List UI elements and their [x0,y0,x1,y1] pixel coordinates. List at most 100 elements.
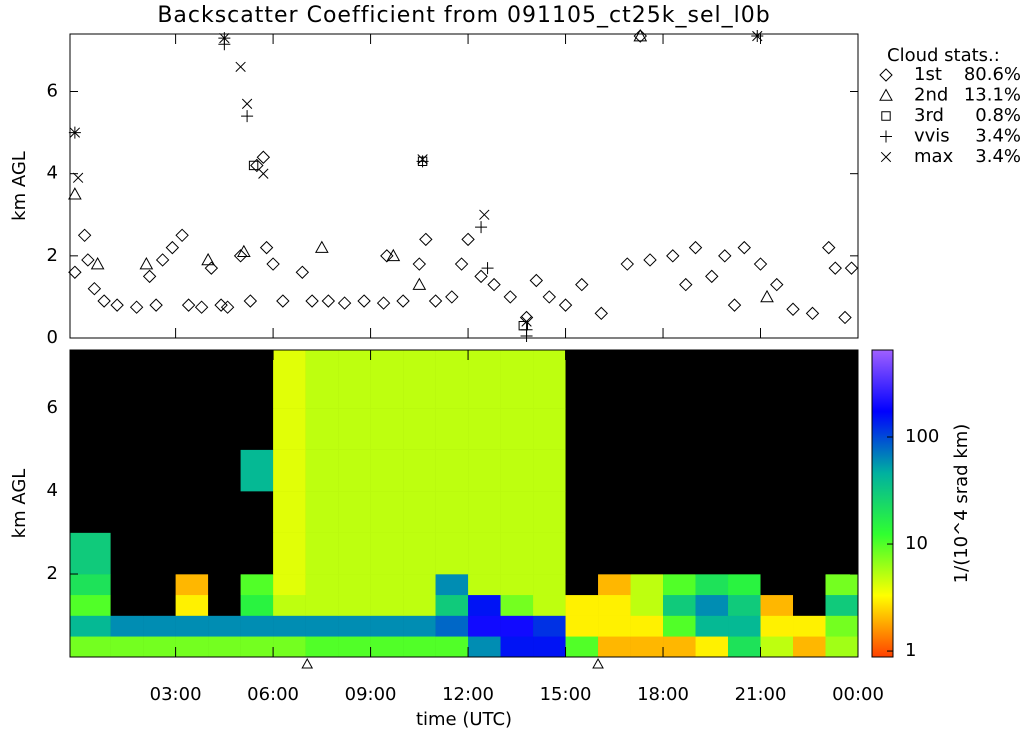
backscatter-cell [533,594,566,616]
cloud-point [620,257,634,271]
cloud-point [204,261,219,275]
backscatter-cell [760,532,794,575]
cloud-point [822,240,836,255]
backscatter-cell [598,408,631,450]
backscatter-cell [305,408,339,450]
cloud-point [737,240,751,255]
backscatter-cell [273,532,306,575]
backscatter-cell [175,594,209,616]
backscatter-cell [793,615,826,637]
backscatter-cell [370,350,404,409]
cloud-point [218,38,231,51]
backscatter-cell [825,636,859,658]
cloud-point [445,290,459,304]
backscatter-cell [760,594,794,616]
cloud-point [235,61,246,73]
backscatter-cell [793,594,826,616]
backscatter-cell [305,615,339,637]
backscatter-cell [695,408,729,450]
backscatter-cell [403,449,436,492]
backscatter-cell [305,594,339,616]
legend-marker [879,88,893,101]
backscatter-cell [695,491,729,533]
backscatter-cell [208,532,241,575]
backscatter-cell [208,408,241,450]
backscatter-cell [208,491,241,533]
backscatter-cell [370,574,404,596]
y-tick-label: 6 [47,397,58,418]
backscatter-cell [793,532,826,575]
legend-label: vvis [914,126,950,147]
backscatter-cell [208,574,241,596]
backscatter-cell [630,636,664,658]
backscatter-cell [175,532,209,575]
legend-title: Cloud stats.: [887,45,1000,66]
backscatter-cell [273,594,306,616]
backscatter-cell [565,350,599,409]
cloud-point [266,257,280,271]
backscatter-cell [500,532,534,575]
cloud-point [110,298,124,312]
y-tick-label: 2 [47,245,58,266]
backscatter-cell [598,615,631,637]
backscatter-cell [565,594,599,616]
backscatter-cell [695,449,729,492]
cloud-point [503,290,518,304]
cloud-point [165,240,180,255]
cloud-point [233,249,248,263]
backscatter-cell [175,408,209,450]
cloud-point [805,306,820,321]
backscatter-cell [70,615,111,637]
backscatter-cell [70,449,111,492]
backscatter-cell [533,615,566,637]
cloud-point [705,269,719,284]
legend-marker [880,151,892,163]
colorbar-label: 1/(10^4 srad km) [951,424,972,584]
backscatter-cell [663,449,696,492]
backscatter-cell [143,491,176,533]
backscatter-cell [208,594,241,616]
backscatter-cell [435,615,469,637]
backscatter-cell [305,636,339,658]
backscatter-cell [793,574,826,596]
backscatter-cell [728,615,761,637]
backscatter-cell [598,636,631,658]
backscatter-cell [630,449,664,492]
backscatter-cell [240,350,274,409]
backscatter-cell [825,574,859,596]
cloud-point [81,253,95,267]
backscatter-cell [695,574,729,596]
backscatter-cell [825,594,859,616]
legend-marker [880,130,892,143]
colorbar-frame [871,349,894,658]
backscatter-cell [760,636,794,658]
backscatter-cell [240,574,274,596]
backscatter-cell [143,615,176,637]
legend-label: 3rd [914,105,944,126]
axis-marker [592,657,604,669]
backscatter-cell [110,491,144,533]
x-tick-label: 06:00 [247,684,299,705]
backscatter-cell [338,532,371,575]
backscatter-cell [500,636,534,658]
backscatter-cell [630,594,664,616]
cloud-point [175,228,189,243]
x-tick-label: 18:00 [637,684,689,705]
backscatter-cell [403,350,436,409]
backscatter-cell [728,449,761,492]
x-tick-label: 00:00 [832,684,884,705]
backscatter-cell [370,636,404,658]
colorbar-tick-label: 1 [905,640,916,661]
backscatter-cell [468,491,501,533]
backscatter-cell [533,636,566,658]
cloud-point [259,240,274,255]
backscatter-cell [533,408,566,450]
backscatter-cell [240,636,274,658]
backscatter-cell [403,532,436,575]
cloud-point [479,209,490,220]
backscatter-cell [468,594,501,616]
backscatter-cell [403,594,436,616]
cloud-point [250,158,264,173]
backscatter-cell [630,532,664,575]
backscatter-cell [338,491,371,533]
